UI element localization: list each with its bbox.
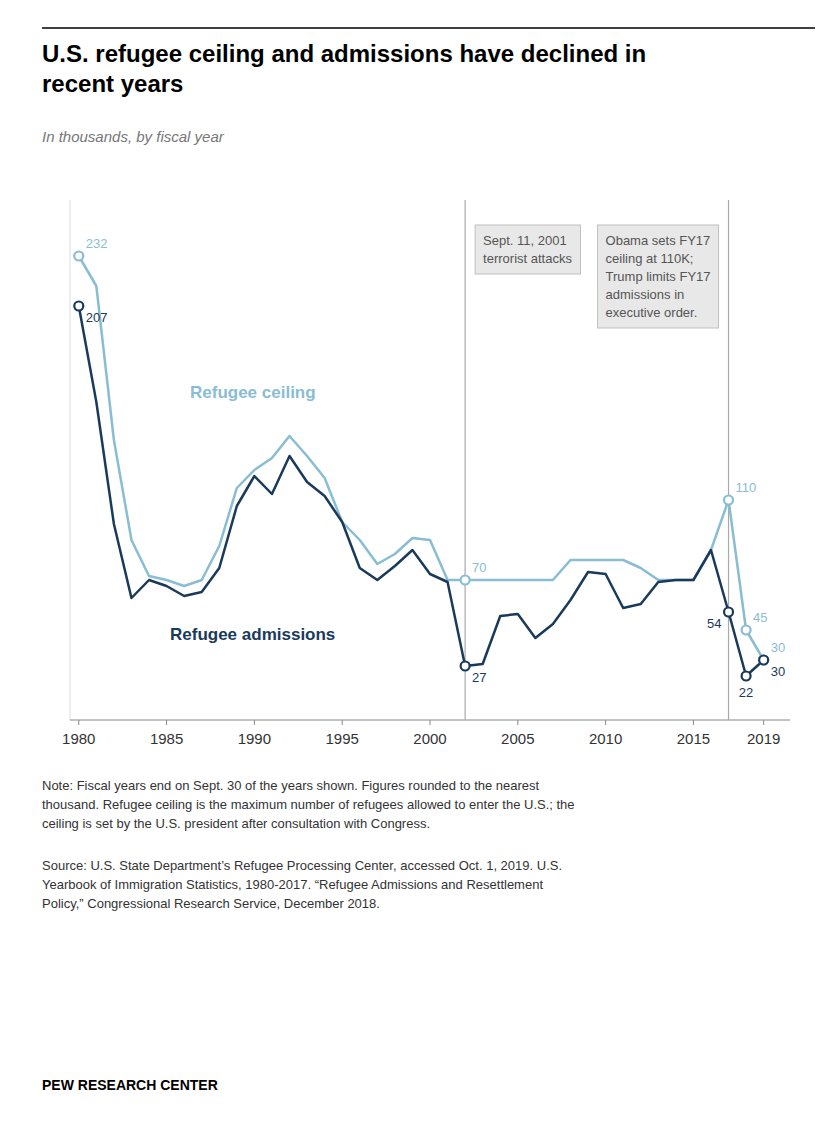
x-tick-label: 2015 [677, 730, 710, 747]
highlight-point [759, 656, 768, 665]
data-label: 232 [86, 236, 108, 251]
credit: PEW RESEARCH CENTER [42, 1077, 218, 1093]
annotation-box: Sept. 11, 2001terrorist attacks [475, 225, 580, 274]
y-axis-line [70, 200, 71, 720]
annotation-text: Sept. 11, 2001terrorist attacks [483, 233, 572, 266]
plot-area [74, 252, 768, 681]
event-line [728, 200, 729, 720]
x-tick [763, 720, 764, 725]
source: Source: U.S. State Department’s Refugee … [42, 858, 562, 911]
data-label: 207 [86, 310, 108, 325]
x-tick-label: 2005 [501, 730, 534, 747]
annotation-background [475, 225, 580, 274]
x-tick [693, 720, 694, 725]
chart: U.S. refugee ceiling and admissions have… [0, 0, 840, 1148]
top-rule [42, 27, 815, 29]
highlight-point [74, 302, 83, 311]
highlight-point [742, 626, 751, 635]
series-label: Refugee ceiling [190, 383, 316, 402]
data-labels: 232 70 110 45 30 207 27 54 22 30 [86, 236, 785, 700]
x-tick-label: 1995 [326, 730, 359, 747]
x-tick [517, 720, 518, 725]
annotation-box: Obama sets FY17ceiling at 110K;Trump lim… [598, 225, 719, 328]
x-tick-label: 1985 [150, 730, 183, 747]
x-tick [78, 720, 79, 725]
data-label: 45 [753, 610, 767, 625]
data-label: 30 [771, 664, 785, 679]
series-label: Refugee admissions [170, 625, 335, 644]
x-tick [254, 720, 255, 725]
highlight-point [461, 662, 470, 671]
series-line [79, 256, 764, 660]
highlight-point [724, 496, 733, 505]
event-line [465, 200, 466, 720]
x-tick-label: 2000 [413, 730, 446, 747]
data-label: 30 [771, 640, 785, 655]
x-tick-label: 2010 [589, 730, 622, 747]
annotations [465, 200, 728, 720]
annotation-text: Obama sets FY17ceiling at 110K;Trump lim… [606, 233, 711, 320]
series-line [79, 306, 764, 676]
data-label: 54 [707, 616, 721, 631]
highlight-point [742, 672, 751, 681]
data-label: 70 [472, 560, 486, 575]
x-tick-label: 1990 [238, 730, 271, 747]
data-label: 110 [736, 480, 757, 495]
annotation-background [598, 225, 719, 328]
title: U.S. refugee ceiling and admissions have… [42, 40, 646, 97]
x-tick [166, 720, 167, 725]
highlight-point [759, 656, 768, 665]
x-tick [605, 720, 606, 725]
x-tick-label: 1980 [62, 730, 95, 747]
data-label: 22 [739, 685, 753, 700]
x-tick [342, 720, 343, 725]
x-tick [430, 720, 431, 725]
data-label: 27 [472, 670, 486, 685]
subtitle: In thousands, by fiscal year [42, 128, 225, 145]
x-tick-label: 2019 [747, 730, 780, 747]
note: Note: Fiscal years end on Sept. 30 of th… [42, 778, 575, 831]
highlight-point [461, 576, 470, 585]
highlight-point [74, 252, 83, 261]
highlight-point [724, 608, 733, 617]
